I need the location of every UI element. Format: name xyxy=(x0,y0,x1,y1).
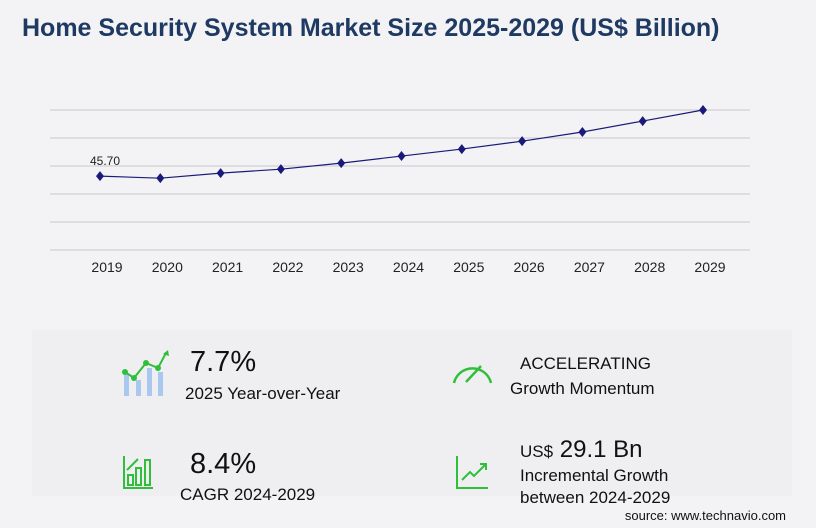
currency-prefix: US$ xyxy=(520,442,554,461)
data-point xyxy=(397,151,406,162)
x-tick-label: 2020 xyxy=(152,259,183,275)
data-point xyxy=(699,105,707,115)
x-tick-label: 2021 xyxy=(212,259,243,275)
data-point xyxy=(156,173,165,184)
x-tick-label: 2027 xyxy=(574,259,605,275)
x-tick-label: 2022 xyxy=(272,259,303,275)
incremental-amount: 29.1 Bn xyxy=(559,436,643,463)
data-point xyxy=(276,164,285,175)
data-point xyxy=(638,116,647,127)
data-point xyxy=(216,168,225,179)
x-tick-label: 2023 xyxy=(333,259,364,275)
incremental-value: US$ 29.1 Bn xyxy=(520,436,642,464)
data-label: 45.70 xyxy=(90,154,120,168)
x-tick-label: 2026 xyxy=(514,259,545,275)
x-tick-label: 2025 xyxy=(453,259,484,275)
series-line xyxy=(99,109,704,179)
x-tick-label: 2024 xyxy=(393,259,424,275)
data-point xyxy=(518,136,527,147)
data-point xyxy=(96,171,104,182)
yoy-value: 7.7% xyxy=(190,346,257,378)
data-point xyxy=(457,144,466,155)
incremental-label-2: between 2024-2029 xyxy=(520,488,671,507)
yoy-label: 2025 Year-over-Year xyxy=(185,384,341,403)
line-chart: 2019 45.70 2020 2021 2022 2023 2024 2025 2026 202… xyxy=(50,105,750,275)
x-tick-label: 2029 xyxy=(694,259,725,275)
data-point xyxy=(578,126,587,137)
cagr-value: 8.4% xyxy=(190,448,257,480)
data-point xyxy=(337,158,346,169)
chart-title: Home Security System Market Size 2025-20… xyxy=(22,14,720,42)
source-text: source: www.technavio.com xyxy=(624,508,786,523)
momentum-value: ACCELERATING xyxy=(520,354,651,373)
x-tick-label: 2028 xyxy=(634,259,665,275)
stats-panel xyxy=(32,330,792,496)
x-tick-label: 2019 xyxy=(91,259,122,275)
incremental-label: Incremental Growth xyxy=(520,466,669,485)
momentum-label: Growth Momentum xyxy=(510,379,655,398)
cagr-label: CAGR 2024-2029 xyxy=(180,485,316,504)
